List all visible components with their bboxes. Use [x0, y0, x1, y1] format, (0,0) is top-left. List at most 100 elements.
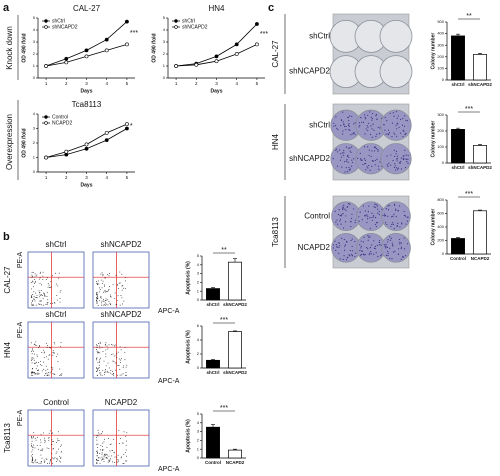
y-tick-label: 0 [197, 455, 200, 460]
colony-speck [379, 161, 381, 163]
event-dot [114, 461, 115, 463]
event-dot [96, 301, 98, 303]
x-tick-label: 1 [45, 175, 48, 180]
event-dot [40, 364, 41, 366]
event-dot [108, 461, 110, 462]
event-dot [31, 437, 32, 438]
y-tick-label: 3 [33, 39, 36, 44]
event-dot [34, 273, 36, 275]
colony-speck [374, 245, 377, 248]
colony-speck [337, 151, 339, 153]
event-dot [58, 460, 60, 462]
event-dot [96, 443, 98, 445]
colony-speck [399, 132, 402, 134]
colony-speck [405, 132, 407, 134]
event-dot [41, 300, 42, 302]
x-tick-label: 2 [65, 175, 68, 180]
event-dot [32, 280, 33, 282]
event-dot [48, 354, 50, 356]
event-dot [116, 300, 118, 301]
colony-speck [348, 156, 350, 158]
bar [451, 129, 465, 164]
error-bar [233, 448, 237, 451]
event-dot [33, 279, 35, 280]
colony-speck [341, 214, 343, 216]
colony-speck [406, 216, 408, 218]
colony-speck [403, 130, 405, 132]
event-dot [49, 287, 50, 288]
annotation: *** [465, 191, 473, 198]
colony-speck [347, 256, 349, 258]
colony-speck [345, 215, 347, 217]
event-dot [96, 344, 97, 346]
colony-speck [371, 113, 374, 115]
colony-speck [342, 154, 345, 157]
legend-label: shNCAPD2 [182, 24, 208, 30]
colony-speck [384, 116, 386, 119]
event-dot [97, 351, 99, 353]
event-dot [56, 442, 57, 443]
event-dot [31, 297, 33, 298]
colony-speck [362, 205, 364, 207]
colony-speck [402, 158, 404, 161]
event-dot [106, 370, 108, 372]
error-bar [456, 237, 460, 239]
colony-speck [367, 114, 369, 117]
colony-speck [366, 214, 368, 216]
event-dot [96, 348, 97, 350]
event-dot [60, 346, 62, 348]
event-dot [104, 303, 106, 305]
event-dot [101, 287, 103, 289]
y-tick-label: 600 [437, 211, 444, 216]
event-dot [119, 443, 120, 444]
colony-speck [385, 254, 388, 257]
event-dot [31, 304, 33, 306]
event-dot [48, 439, 50, 441]
event-dot [39, 272, 41, 274]
y-tick-label: 200 [437, 238, 444, 243]
colony-speck [342, 258, 344, 261]
event-dot [54, 343, 56, 345]
colony-speck [367, 126, 369, 128]
event-dot [56, 295, 58, 296]
event-dot [49, 461, 51, 463]
well [356, 201, 386, 231]
event-dot [47, 374, 48, 376]
colony-speck [349, 147, 351, 149]
event-dot [32, 276, 33, 277]
event-dot [45, 356, 47, 358]
row-label: Overexpression [5, 114, 14, 170]
x-tick-label: Control [205, 460, 221, 465]
colony-speck [353, 132, 355, 134]
colony-speck [399, 226, 401, 228]
colony-speck [391, 122, 394, 124]
event-dot [104, 453, 106, 455]
y-tick-label: 0 [442, 77, 445, 82]
event-dot [98, 457, 99, 459]
event-dot [35, 292, 36, 294]
event-dot [116, 303, 117, 305]
colony-speck [387, 250, 389, 252]
colony-speck [378, 240, 381, 242]
event-dot [96, 299, 98, 301]
event-dot [61, 451, 62, 453]
event-dot [59, 455, 61, 457]
event-dot [122, 367, 124, 369]
colony-speck [371, 128, 373, 130]
colony-speck [338, 252, 340, 254]
colony-speck [405, 119, 407, 121]
x-axis-label: APC-A [158, 308, 180, 315]
event-dot [122, 284, 124, 286]
colony-speck [340, 125, 342, 127]
event-dot [45, 373, 46, 375]
x-tick-label: shNCAPD2 [468, 165, 492, 170]
annotation: * [130, 123, 133, 130]
event-dot [102, 449, 104, 450]
colony-speck [358, 126, 360, 128]
x-tick-label: 5 [256, 81, 259, 86]
colony-speck [342, 130, 344, 132]
error-bar [233, 330, 237, 332]
colony-speck [391, 223, 393, 226]
colony-speck [395, 169, 397, 171]
event-dot [36, 297, 37, 298]
